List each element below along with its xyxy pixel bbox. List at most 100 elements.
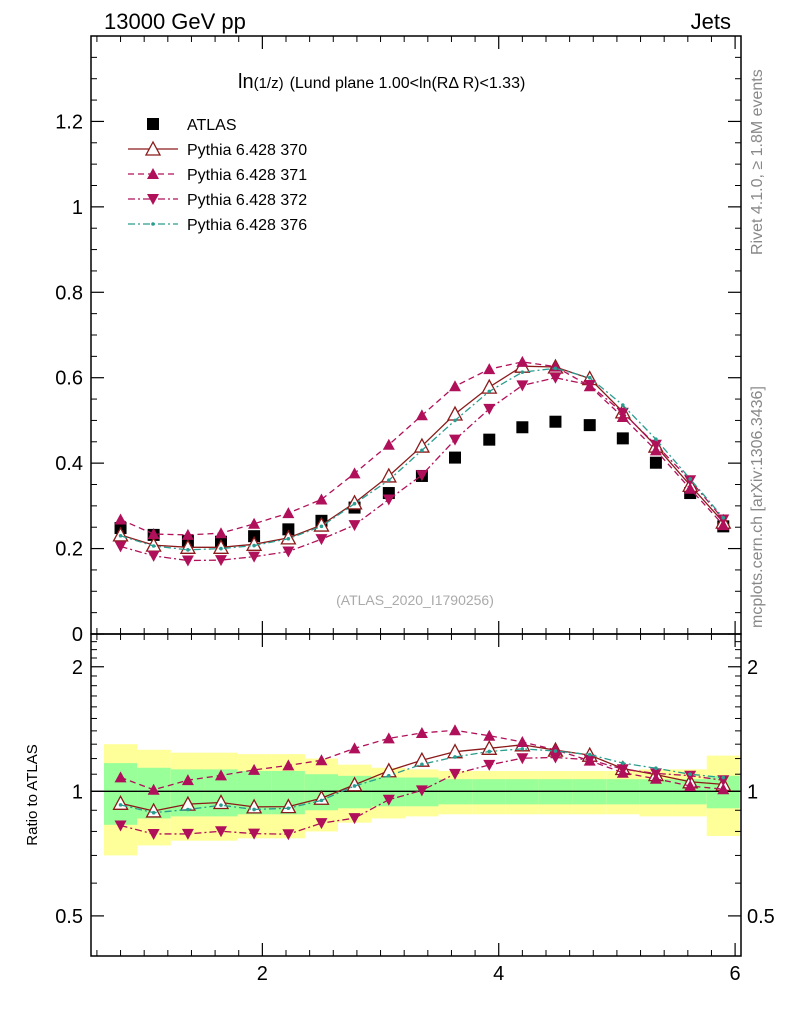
series-4-main-point [352,501,357,506]
series-2-ratio-point [215,769,227,781]
series-3-main-point [147,550,160,562]
series-4-ratio-point [286,806,291,811]
series-3-ratio-point [147,828,160,840]
series-3-main-point [449,434,461,446]
series-3-ratio-point [181,828,194,840]
series-2-ratio-point [114,771,127,783]
series-3-ratio-point [583,754,596,766]
series-3-ratio-point [415,785,428,797]
series-3-main-point [516,380,529,392]
ratio-y-tick-label: 2 [72,657,83,679]
legend-label-1: Pythia 6.428 370 [187,142,307,159]
series-4-main-point [621,403,625,407]
series-4-main-point [252,543,256,548]
series-2-ratio-point [516,735,529,747]
series-3-main-point [181,555,194,567]
ratio-plot-frame [90,633,742,957]
x-tick-label: 6 [730,963,741,985]
series-4-ratio-point [151,810,156,815]
x-tick-label: 4 [493,963,504,985]
series-4-main-point [453,418,457,423]
series-2-main-point [382,438,395,450]
series-4-main-point [286,536,291,541]
series-1-ratio-point [481,739,498,755]
series-3-ratio-point [616,764,629,776]
series-4-main-point [151,544,156,548]
series-2-ratio-point [415,726,428,738]
series-2-main-point [449,380,461,392]
series-2-ratio-point [449,724,461,736]
series-2-main-point [114,513,127,525]
series-3-ratio-point [114,820,127,832]
series-4-ratio-point [453,755,457,759]
series-4-ratio-point [688,772,692,777]
series-4-ratio-point [186,807,190,812]
series-4-main-point [520,370,525,374]
series-2-main-point [282,507,295,519]
series-2-main-point [181,528,194,540]
series-4-ratio-point [387,773,391,778]
ratio-axis-label: Ratio to ATLAS [24,744,41,845]
main-y-tick-label: 0.2 [55,539,83,561]
legend-marker-3 [147,194,159,205]
series-3-main-point [114,541,127,553]
legend-label-4: Pythia 6.428 376 [187,217,307,234]
series-3-main-point [415,470,428,482]
legend-label-2: Pythia 6.428 371 [187,167,307,184]
legend-label-3: Pythia 6.428 372 [187,192,307,209]
legend: ATLAS Pythia 6.428 370 Pythia 6.428 371 Pyt… [128,117,307,234]
series-4-main-line [120,367,724,551]
series-2-main-point [348,467,361,479]
series-4-main-point [118,533,123,538]
series-1-ratio-point [145,802,162,818]
series-3-ratio-point [549,752,562,764]
process-label: Jets [691,9,731,34]
series-2-ratio-point [483,729,496,741]
observable-title-sub: (1/z) [254,75,284,92]
series-0-main-point [483,433,496,446]
series-3-ratio-point [315,818,328,830]
series-1-ratio-point [280,798,297,814]
series-4-main-point [688,477,692,481]
series-2-ratio-point [348,742,361,754]
series-4-main-point [587,375,592,380]
series-0-main-point [649,456,662,469]
ratio-series-group [112,724,732,841]
mcplots-source-label: mcplots.cern.ch [arXiv:1306.3436] [749,386,766,628]
ratio-y-tick-label: 1 [72,781,83,803]
observable-title-main: ln [238,71,254,93]
series-1-main-point [446,405,464,421]
series-3-ratio-point [348,813,361,825]
main-y-tick-label: 0 [72,624,83,646]
series-3-main-point [382,494,395,506]
ratio-y-tick-label: 0.5 [55,906,83,928]
observable-title-rest: (Lund plane 1.00<ln(RΔ R)<1.33) [290,75,526,92]
series-3-ratio-point [282,829,295,841]
legend-marker-1 [144,140,162,156]
analysis-id-watermark: (ATLAS_2020_I1790256) [336,592,494,608]
series-4-main-point [553,366,558,371]
series-4-main-point [654,437,658,442]
series-2-ratio-point [181,774,194,786]
series-3-main-point [315,534,328,546]
main-y-tick-label: 1.2 [55,111,83,133]
series-2-main-point [684,482,697,494]
series-4-main-point [319,524,324,529]
series-0-main-point [583,419,596,432]
main-y-tick-label: 0.8 [55,282,83,304]
axis-ticks: 0 0.2 0.4 0.6 0.8 1 1.2 2 4 6 0.5 0.5 1 1 2 2 [55,36,775,985]
series-3-main-point [483,403,496,415]
series-3-ratio-point [248,828,261,840]
series-2-ratio-point [382,732,395,744]
series-2-ratio-point [248,763,261,775]
series-3-ratio-point [449,768,461,780]
collision-label: 13000 GeV pp [104,9,246,34]
series-0-main-point [549,415,562,428]
legend-marker-4 [151,222,155,226]
series-4-ratio-point [252,807,256,812]
rivet-version-label: Rivet 4.1.0, ≥ 1.8M events [749,69,766,255]
series-1-ratio-point [413,751,430,767]
series-0-main-point [449,451,461,464]
series-2-ratio-point [717,783,730,795]
series-3-main-point [549,372,562,384]
